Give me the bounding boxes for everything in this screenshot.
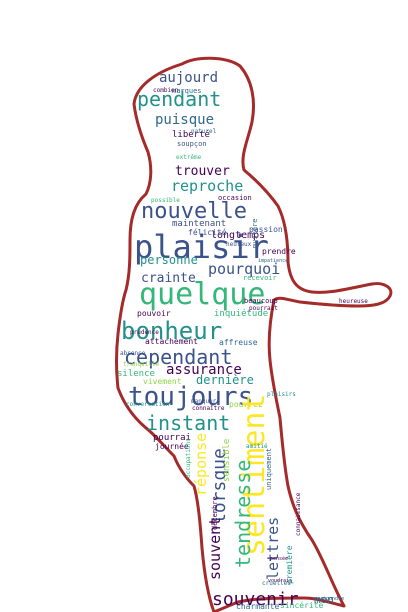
cloud-word: marques: [172, 87, 202, 95]
cloud-word: impatience: [258, 258, 288, 264]
cloud-word: cruelles: [262, 580, 291, 587]
cloud-word: bonheur: [121, 317, 222, 345]
cloud-word: heureux: [226, 241, 252, 248]
cloud-word: passion: [249, 225, 283, 234]
cloud-word: absence: [120, 350, 146, 357]
cloud-word: amitié: [246, 443, 268, 450]
cloud-word: affreuse: [219, 338, 258, 347]
cloud-word: pendant: [137, 87, 221, 111]
cloud-word: soupçon: [177, 140, 207, 148]
cloud-word: toujours: [128, 382, 253, 412]
cloud-word: mystère: [251, 218, 259, 248]
cloud-word: pensée: [270, 555, 288, 562]
cloud-word: sensible: [222, 439, 232, 482]
cloud-word: pourrez: [229, 400, 263, 409]
cloud-word: silence: [117, 369, 155, 379]
cloud-word: lettres: [264, 517, 282, 580]
cloud-word: instant: [146, 411, 230, 435]
cloud-word: liberté: [172, 129, 210, 140]
cloud-word: plaisirs: [267, 391, 296, 398]
cloud-word: combien: [153, 87, 179, 94]
cloud-word: assurance: [166, 362, 242, 378]
cloud-word: tendresse: [231, 460, 255, 568]
cloud-word: lorsque: [209, 448, 230, 524]
cloud-word: plaisir: [134, 228, 269, 266]
cloud-word: prudence: [130, 329, 159, 336]
cloud-word: charmante: [236, 602, 280, 611]
cloud-word: maintenant: [172, 219, 226, 229]
cloud-word: vivement: [143, 377, 182, 386]
cloud-word: quelque: [139, 277, 265, 312]
cloud-word: réponse: [192, 433, 210, 496]
cloud-word: connaissance: [295, 492, 302, 536]
cloud-word: souvent: [206, 517, 224, 580]
cloud-word: pourquoi: [208, 260, 280, 278]
cloud-word: personne: [140, 253, 198, 267]
cloud-word: naturel: [191, 128, 217, 135]
cloud-word: dernière: [196, 373, 254, 387]
cloud-word: extrême: [176, 154, 202, 161]
cloud-word: puisque: [155, 112, 214, 128]
cloud-word: conversation: [126, 401, 170, 408]
cloud-word: beaucoup: [244, 297, 278, 305]
cloud-word: sentiment: [237, 393, 272, 556]
cloud-word: manquer: [191, 398, 217, 405]
cloud-word: trouver: [175, 164, 230, 179]
cloud-word: aujourd: [159, 70, 218, 86]
cloud-word: première: [284, 545, 294, 584]
cloud-word: occupations: [185, 438, 192, 478]
cloud-word: voudrais: [268, 578, 292, 584]
silhouette-outline: [115, 56, 393, 612]
cloud-word: possible: [151, 197, 180, 204]
cloud-word: nouvelle: [141, 199, 247, 224]
cloud-word: uniquement: [265, 448, 273, 490]
cloud-word: prendre: [262, 247, 296, 256]
cloud-word: répondre: [320, 595, 344, 602]
cloud-word: longtemps: [211, 230, 265, 241]
cloud-word: connaître: [192, 405, 225, 412]
cloud-word: félicité: [188, 227, 227, 237]
cloud-word: mon: [314, 593, 334, 606]
cloud-word: occasion: [218, 194, 252, 202]
cloud-word: pouvoir: [137, 309, 171, 318]
cloud-word: attachement: [145, 337, 198, 346]
cloud-word: décembre: [211, 496, 219, 530]
cloud-word: inquiétude: [214, 308, 268, 319]
cloud-word: reproche: [171, 177, 243, 195]
cloud-word: sincérité: [280, 600, 324, 610]
cloud-word: crainte: [141, 271, 196, 286]
cloud-word: journée: [155, 441, 189, 451]
cloud-word: pourrai: [153, 433, 191, 443]
cloud-word: recevoir: [243, 274, 277, 282]
cloud-word: cependant: [124, 345, 232, 369]
cloud-word: tranquille: [123, 361, 160, 368]
cloud-word: souvenir: [212, 589, 299, 610]
cloud-word: pourrait: [249, 305, 278, 312]
cloud-word: heureuse: [339, 298, 368, 305]
